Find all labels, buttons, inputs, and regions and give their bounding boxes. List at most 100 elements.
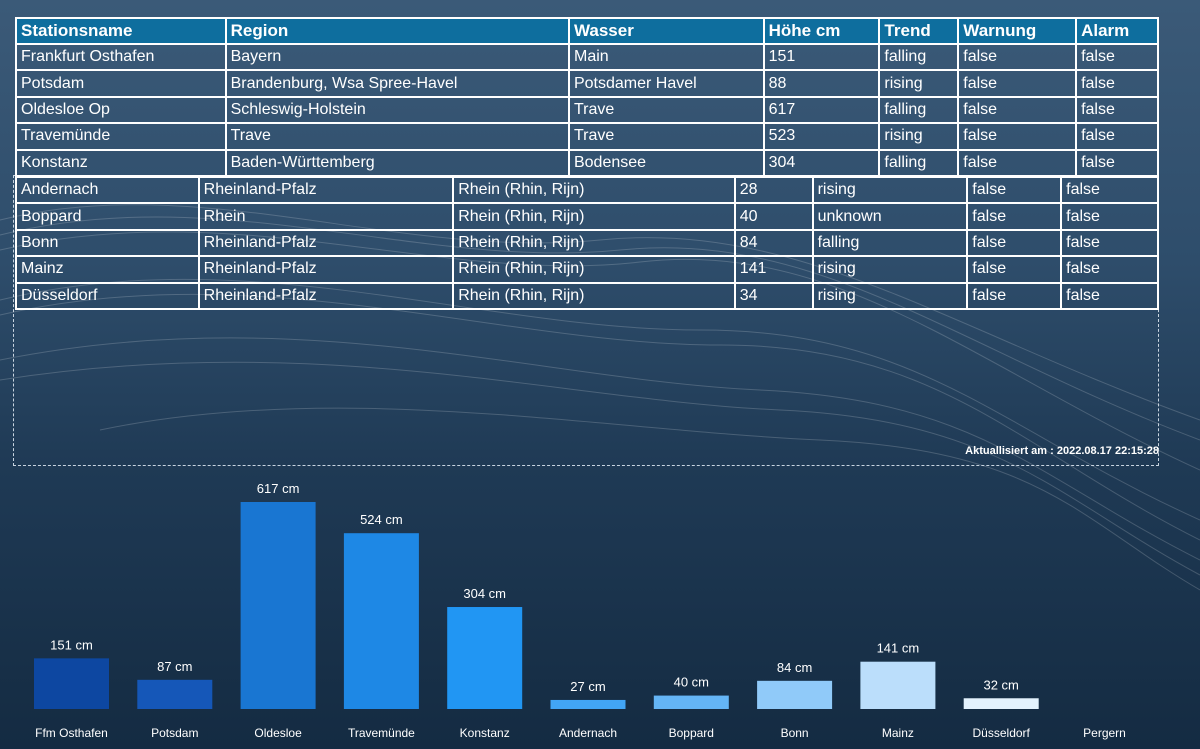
cell-region: Brandenburg, Wsa Spree-Havel	[224, 69, 570, 98]
cell-warning: false	[957, 95, 1078, 125]
header-warning: Warnung	[957, 17, 1078, 45]
header-height: Höhe cm	[762, 17, 881, 45]
cell-station-name: Konstanz	[15, 148, 227, 177]
cell-water: Rhein (Rhin, Rijn)	[452, 228, 736, 258]
table-row: Bonn Rheinland-Pfalz Rhein (Rhin, Rijn) 84 f…	[15, 228, 1159, 258]
cell-height: 34	[733, 281, 814, 310]
cell-alarm: false	[1060, 281, 1159, 310]
cell-alarm: false	[1060, 255, 1159, 284]
cell-warning: false	[966, 281, 1063, 310]
cell-station-name: Andernach	[15, 175, 200, 205]
cell-warning: false	[966, 175, 1063, 205]
category-label: Ffm Osthafen	[35, 726, 108, 740]
cell-height: 523	[762, 122, 881, 151]
cell-water: Rhein (Rhin, Rijn)	[452, 281, 736, 310]
cell-region: Rheinland-Pfalz	[197, 255, 455, 284]
category-label: Travemünde	[348, 726, 415, 740]
cell-trend: rising	[811, 255, 969, 284]
cell-warning: false	[966, 255, 1063, 284]
cell-station-name: Potsdam	[15, 69, 227, 98]
bar-4	[447, 607, 523, 709]
bar-9	[963, 698, 1039, 709]
cell-alarm: false	[1075, 69, 1159, 98]
cell-station-name: Oldesloe Op	[15, 95, 227, 125]
cell-warning: false	[966, 202, 1063, 231]
cell-region: Rheinland-Pfalz	[197, 175, 455, 205]
cell-height: 141	[733, 255, 814, 284]
category-label: Boppard	[669, 726, 714, 740]
bar-8	[860, 661, 936, 709]
rhein-station-table: Andernach Rheinland-Pfalz Rhein (Rhin, Rij…	[15, 175, 1159, 310]
cell-alarm: false	[1060, 228, 1159, 258]
cell-height: 304	[762, 148, 881, 177]
cell-region: Rheinland-Pfalz	[197, 228, 455, 258]
bar-1	[137, 679, 213, 709]
cell-station-name: Mainz	[15, 255, 200, 284]
bar-value-label: 524 cm	[360, 512, 403, 527]
cell-region: Baden-Württemberg	[224, 148, 570, 177]
cell-trend: falling	[811, 228, 969, 258]
cell-height: 84	[733, 228, 814, 258]
table-row: Andernach Rheinland-Pfalz Rhein (Rhin, Rij…	[15, 175, 1159, 205]
header-alarm: Alarm	[1075, 17, 1159, 45]
category-label: Pergern	[1083, 726, 1126, 740]
cell-alarm: false	[1060, 175, 1159, 205]
water-level-chart: 151 cm Ffm Osthafen 87 cm Potsdam 617 cm Olde…	[34, 481, 1126, 740]
cell-region: Rhein	[197, 202, 455, 231]
bar-value-label: 304 cm	[463, 586, 506, 601]
bar-0	[34, 658, 109, 709]
bar-7	[757, 680, 833, 709]
cell-station-name: Boppard	[15, 202, 200, 231]
header-trend: Trend	[878, 17, 960, 45]
cell-warning: false	[966, 228, 1063, 258]
cell-alarm: false	[1075, 95, 1159, 125]
cell-trend: falling	[878, 42, 960, 72]
cell-trend: rising	[878, 122, 960, 151]
cell-station-name: Frankfurt Osthafen	[15, 42, 227, 72]
table-row: Oldesloe Op Schleswig-Holstein Trave 617 fal…	[15, 95, 1159, 125]
bar-value-label: 27 cm	[570, 679, 605, 694]
cell-height: 28	[733, 175, 814, 205]
category-label: Mainz	[882, 726, 914, 740]
table-row: Mainz Rheinland-Pfalz Rhein (Rhin, Rijn) 14…	[15, 255, 1159, 284]
table-row: Konstanz Baden-Württemberg Bodensee 304 fall…	[15, 148, 1159, 177]
bar-3	[343, 533, 419, 709]
station-table: Stationsname Region Wasser Höhe cm Trend Warn…	[15, 17, 1159, 177]
bar-value-label: 84 cm	[777, 660, 812, 675]
rhein-table-body: Andernach Rheinland-Pfalz Rhein (Rhin, Rij…	[15, 175, 1159, 310]
cell-trend: rising	[811, 281, 969, 310]
table-body: Frankfurt Osthafen Bayern Main 151 falling fa…	[15, 42, 1159, 177]
cell-warning: false	[957, 69, 1078, 98]
cell-water: Trave	[567, 95, 765, 125]
cell-water: Rhein (Rhin, Rijn)	[452, 202, 736, 231]
cell-water: Rhein (Rhin, Rijn)	[452, 255, 736, 284]
cell-region: Bayern	[224, 42, 570, 72]
bar-2	[240, 502, 316, 709]
cell-trend: falling	[878, 148, 960, 177]
cell-water: Main	[567, 42, 765, 72]
cell-station-name: Bonn	[15, 228, 200, 258]
table-row: Travemünde Trave Trave 523 rising false false	[15, 122, 1159, 151]
cell-alarm: false	[1060, 202, 1159, 231]
category-label: Konstanz	[460, 726, 510, 740]
cell-alarm: false	[1075, 42, 1159, 72]
bar-value-label: 40 cm	[674, 675, 709, 690]
table-row: Potsdam Brandenburg, Wsa Spree-Havel Potsd…	[15, 69, 1159, 98]
bar-value-label: 87 cm	[157, 659, 192, 674]
cell-trend: rising	[878, 69, 960, 98]
header-region: Region	[224, 17, 570, 45]
category-label: Düsseldorf	[973, 726, 1031, 740]
cell-alarm: false	[1075, 148, 1159, 177]
cell-height: 617	[762, 95, 881, 125]
category-label: Oldesloe	[254, 726, 302, 740]
cell-station-name: Düsseldorf	[15, 281, 200, 310]
cell-warning: false	[957, 42, 1078, 72]
table-row: Frankfurt Osthafen Bayern Main 151 falling fa…	[15, 42, 1159, 72]
bar-value-label: 32 cm	[983, 677, 1018, 692]
cell-region: Rheinland-Pfalz	[197, 281, 455, 310]
cell-height: 88	[762, 69, 881, 98]
category-label: Bonn	[781, 726, 809, 740]
cell-height: 40	[733, 202, 814, 231]
cell-alarm: false	[1075, 122, 1159, 151]
cell-region: Trave	[224, 122, 570, 151]
